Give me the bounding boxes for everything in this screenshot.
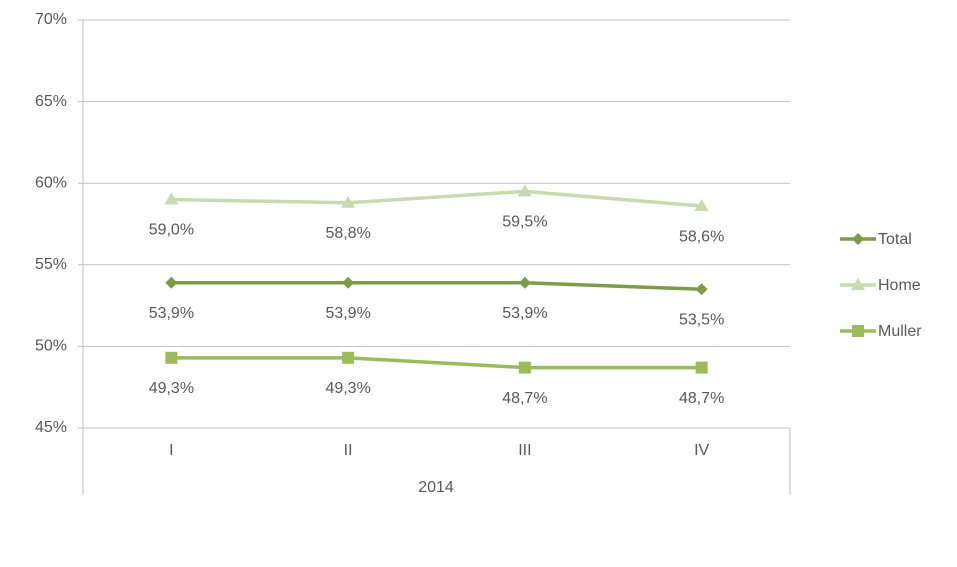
y-tick-label: 60%: [35, 174, 67, 191]
legend-marker: [852, 325, 864, 337]
point: [342, 351, 355, 364]
data-label: 49,3%: [325, 380, 370, 397]
data-label: 53,9%: [149, 305, 194, 322]
point: [165, 351, 178, 364]
series-line: [171, 189, 702, 208]
point: [518, 361, 531, 374]
y-tick-label: 50%: [35, 338, 67, 355]
point: [165, 276, 178, 289]
legend-marker: [851, 278, 865, 290]
point: [694, 199, 709, 212]
x-tick-label: II: [344, 442, 353, 459]
legend-label: Muller: [878, 323, 922, 340]
data-label: 58,6%: [679, 228, 724, 245]
data-label: 48,7%: [502, 390, 547, 407]
x-tick-label: III: [518, 442, 531, 459]
data-label: 59,5%: [502, 214, 547, 231]
data-label: 59,0%: [149, 222, 194, 239]
data-label: 58,8%: [325, 225, 370, 242]
y-tick-label: 70%: [35, 11, 67, 28]
point: [695, 361, 708, 374]
point: [342, 276, 355, 289]
point: [695, 283, 708, 296]
series-line: [171, 356, 702, 370]
series-line: [171, 281, 702, 292]
x-tick-label: IV: [694, 442, 709, 459]
data-label: 48,7%: [679, 390, 724, 407]
category-group-label: 2014: [418, 479, 454, 496]
y-tick-label: 65%: [35, 93, 67, 110]
point: [517, 184, 532, 197]
data-label: 53,9%: [325, 305, 370, 322]
legend-label: Total: [878, 231, 912, 248]
data-label: 53,5%: [679, 311, 724, 328]
x-tick-label: I: [169, 442, 173, 459]
y-tick-label: 45%: [35, 419, 67, 436]
point: [341, 195, 356, 208]
legend-marker: [852, 233, 864, 245]
legend-label: Home: [878, 277, 921, 294]
point: [518, 276, 531, 289]
data-label: 49,3%: [149, 380, 194, 397]
y-tick-label: 55%: [35, 256, 67, 273]
point: [164, 192, 179, 205]
data-label: 53,9%: [502, 305, 547, 322]
